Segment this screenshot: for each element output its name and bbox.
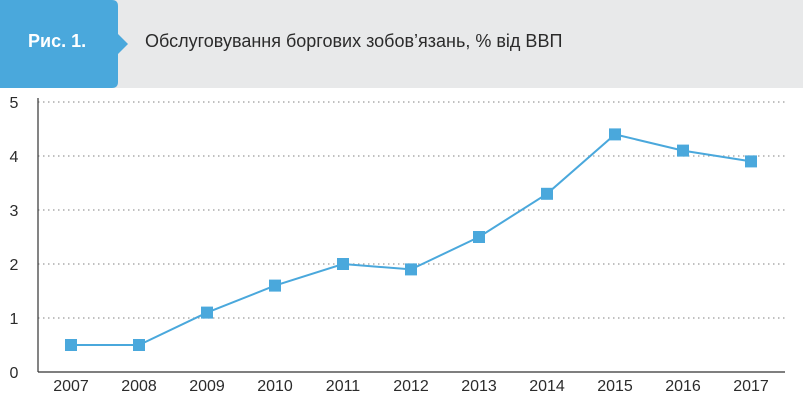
x-tick-labels: 2007 2008 2009 2010 2011 2012 2013 2014 2015 2016… (53, 378, 769, 395)
data-point-marker (65, 339, 77, 351)
x-tick-label: 2007 (53, 378, 89, 395)
data-point-marker (269, 279, 281, 292)
x-tick-label: 2015 (597, 378, 633, 395)
chart-title: Обслуговування боргових зобов’язань, % в… (145, 31, 563, 51)
data-point-marker (541, 187, 553, 200)
axes (37, 98, 785, 373)
x-tick-label: 2013 (461, 378, 497, 395)
data-point-marker (201, 306, 213, 319)
x-tick-label: 2009 (189, 378, 225, 395)
data-point-marker (133, 339, 145, 351)
figure-label: Рис. 1. (28, 31, 87, 51)
data-point-marker (473, 231, 485, 243)
y-tick-label: 3 (10, 203, 19, 220)
figure-label-box: Рис. 1. (0, 0, 128, 88)
figure-label-shape (0, 0, 128, 88)
data-point-marker (745, 155, 757, 168)
data-point-marker (405, 263, 417, 276)
y-tick-label: 5 (10, 95, 19, 112)
data-point-marker (677, 144, 689, 157)
y-tick-label: 4 (10, 149, 19, 166)
x-tick-label: 2011 (326, 378, 361, 395)
y-tick-labels: 0 1 2 3 4 5 (10, 95, 19, 382)
x-tick-label: 2012 (393, 378, 429, 395)
x-tick-label: 2010 (257, 378, 293, 395)
series (65, 128, 757, 351)
grid-lines (38, 101, 785, 319)
y-tick-label: 1 (10, 311, 19, 328)
x-tick-label: 2017 (733, 378, 769, 395)
y-tick-label: 2 (10, 257, 19, 274)
series-line (71, 133, 752, 346)
x-tick-label: 2016 (665, 378, 701, 395)
x-tick-label: 2014 (529, 378, 565, 395)
x-tick-label: 2008 (121, 378, 157, 395)
data-point-marker (337, 258, 349, 270)
y-tick-label: 0 (10, 365, 19, 382)
data-point-marker (609, 128, 621, 141)
figure-header (0, 0, 803, 88)
